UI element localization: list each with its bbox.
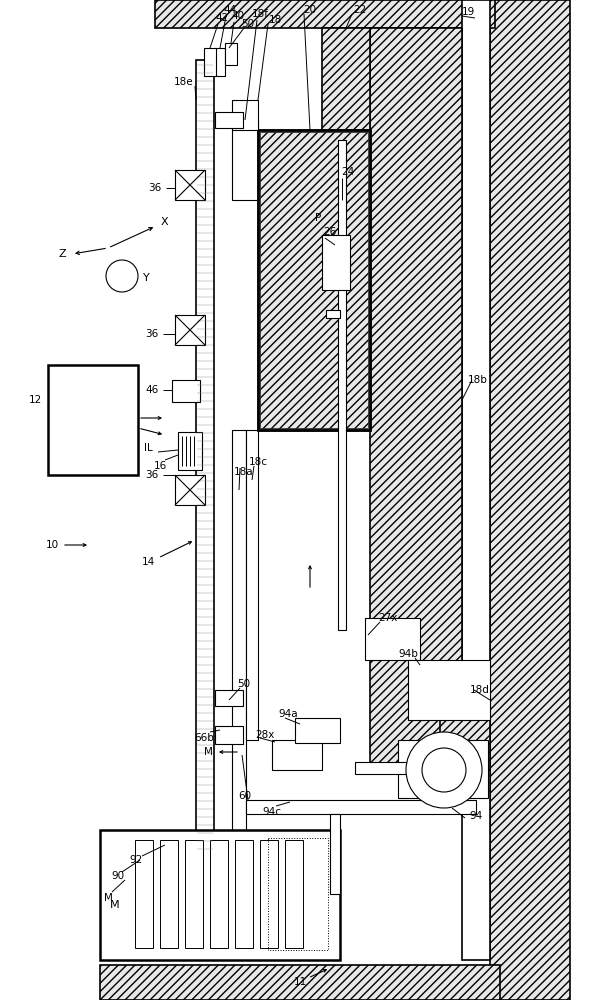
Bar — [260, 840, 278, 948]
Bar — [48, 365, 138, 475]
Text: IL: IL — [144, 443, 153, 453]
Bar — [100, 830, 340, 960]
Text: 18a: 18a — [234, 467, 254, 477]
Text: 50: 50 — [241, 19, 254, 29]
Text: X: X — [160, 217, 168, 227]
Text: Y: Y — [142, 273, 150, 283]
Bar — [295, 718, 340, 743]
Text: 94: 94 — [470, 811, 483, 821]
Text: 19: 19 — [461, 7, 474, 17]
Text: 28x: 28x — [255, 730, 275, 740]
Bar — [408, 660, 490, 720]
Bar — [462, 0, 490, 960]
Bar — [370, 28, 462, 768]
Text: 44: 44 — [224, 5, 237, 15]
Text: 22: 22 — [353, 5, 367, 15]
Text: 60: 60 — [238, 791, 252, 801]
Bar — [175, 475, 205, 505]
Bar — [365, 618, 420, 660]
Text: 18c: 18c — [249, 457, 268, 467]
Bar — [285, 840, 303, 948]
Circle shape — [406, 732, 482, 808]
Text: P: P — [315, 213, 321, 223]
Text: 24: 24 — [342, 167, 355, 177]
Text: 16: 16 — [153, 461, 167, 471]
Bar — [204, 48, 216, 76]
Bar — [215, 726, 243, 744]
Bar — [178, 432, 202, 470]
Bar — [100, 965, 500, 1000]
Bar — [235, 840, 253, 948]
Bar — [172, 380, 200, 402]
Text: 42: 42 — [215, 13, 229, 23]
Bar — [272, 740, 322, 770]
Bar — [185, 840, 203, 948]
Text: M: M — [104, 893, 113, 903]
Bar — [258, 130, 370, 430]
Text: 36: 36 — [148, 183, 162, 193]
Text: 11: 11 — [293, 977, 306, 987]
Text: M: M — [110, 900, 120, 910]
Text: 18e: 18e — [174, 77, 194, 87]
Text: 18: 18 — [268, 15, 282, 25]
Bar — [440, 670, 490, 770]
Text: 10: 10 — [45, 540, 58, 550]
Bar — [215, 690, 243, 706]
Circle shape — [106, 260, 138, 292]
Bar — [215, 112, 243, 128]
Bar — [338, 140, 346, 630]
Bar — [268, 838, 328, 950]
Text: 18b: 18b — [468, 375, 488, 385]
Bar — [175, 170, 205, 200]
Text: 26: 26 — [324, 227, 337, 237]
Text: 50: 50 — [237, 679, 250, 689]
Bar — [326, 310, 340, 318]
Text: 18f: 18f — [252, 9, 269, 19]
Bar — [210, 840, 228, 948]
Bar — [322, 235, 350, 290]
Bar — [155, 0, 495, 28]
Text: 94a: 94a — [278, 709, 298, 719]
Bar — [215, 48, 225, 76]
Bar — [160, 840, 178, 948]
Bar — [330, 814, 340, 894]
Text: 92: 92 — [129, 855, 142, 865]
Text: 14: 14 — [141, 557, 154, 567]
Text: Z: Z — [58, 249, 66, 259]
Bar — [260, 132, 368, 428]
Text: 36: 36 — [145, 470, 159, 480]
Bar — [135, 840, 153, 948]
Text: 20: 20 — [303, 5, 316, 15]
Text: 27x: 27x — [378, 613, 398, 623]
Bar — [175, 315, 205, 345]
Text: 90: 90 — [111, 871, 125, 881]
Bar — [232, 120, 258, 200]
Text: 18d: 18d — [470, 685, 490, 695]
Bar — [225, 43, 237, 65]
Text: 12: 12 — [29, 395, 42, 405]
Text: M: M — [204, 747, 212, 757]
Circle shape — [422, 748, 466, 792]
Bar — [196, 60, 214, 860]
Bar — [490, 0, 570, 1000]
Text: 66b: 66b — [194, 733, 214, 743]
Text: 46: 46 — [145, 385, 159, 395]
Bar — [398, 740, 488, 798]
Bar — [246, 430, 258, 740]
Bar — [322, 28, 370, 228]
Bar — [246, 800, 476, 814]
Text: 94c: 94c — [262, 807, 281, 817]
Bar — [258, 130, 370, 430]
Bar — [355, 762, 445, 774]
Text: 40: 40 — [231, 11, 244, 21]
Text: 36: 36 — [145, 329, 159, 339]
Bar — [232, 100, 258, 130]
Text: 94b: 94b — [398, 649, 418, 659]
Bar — [232, 430, 246, 830]
